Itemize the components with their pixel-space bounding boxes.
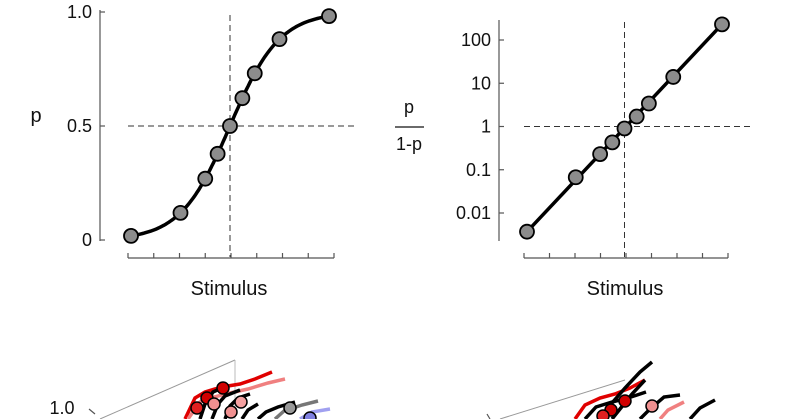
left-ylabel: p	[30, 105, 41, 127]
l-data-point	[197, 170, 214, 187]
l-y-tick-label: 0.5	[67, 116, 92, 136]
l-data-point	[123, 227, 139, 244]
lower-right-points	[596, 394, 659, 419]
l-data-point	[172, 204, 189, 221]
lower-left-points	[190, 381, 317, 419]
right-data-points	[519, 16, 730, 240]
left-y-ticks: 0 0.5 1.0	[67, 2, 105, 250]
left-chart: 0 0.5 1.0 p Stimulus	[30, 2, 356, 300]
l-data-point	[321, 8, 337, 25]
r-data-point	[665, 69, 682, 85]
r-y-tick-label: 0.1	[466, 160, 491, 180]
lower-left-3d-panel: 1.0	[49, 359, 331, 419]
left-xlabel: Stimulus	[191, 278, 268, 300]
lower-right-curve-lines	[573, 360, 716, 419]
lower-left-axis-tick	[88, 408, 96, 415]
l-data-point	[209, 145, 226, 162]
r-data-point	[604, 134, 621, 151]
lower-left-y-label: 1.0	[49, 398, 74, 418]
l-data-point	[246, 65, 263, 82]
l-data-point	[234, 90, 251, 107]
r-data-point	[628, 108, 645, 125]
r-data-point	[519, 223, 535, 240]
right-xlabel: Stimulus	[587, 278, 664, 300]
right-y-ticks: 0.01 0.1 1 10 100	[456, 30, 504, 223]
l-data-point	[222, 118, 238, 134]
left-data-points	[123, 8, 337, 244]
l-y-tick-label: 1.0	[67, 2, 92, 22]
r-data-point	[592, 146, 609, 163]
l-data-point	[271, 31, 288, 48]
right-ylabel-numerator: p	[404, 97, 414, 117]
r-y-tick-label: 1	[481, 117, 491, 137]
l-y-tick-label: 0	[82, 230, 92, 250]
lower-right-box-edge	[499, 379, 626, 419]
lower-right-3d-panel	[486, 360, 716, 419]
right-chart: 0.01 0.1 1 10 100 p 1-p Stimulus	[395, 16, 752, 300]
right-ylabel-denominator: 1-p	[396, 134, 422, 154]
lower-right-axis-tick	[486, 413, 491, 419]
r-y-tick-label: 100	[461, 30, 491, 50]
r-y-tick-label: 10	[471, 73, 491, 93]
r-y-tick-label: 0.01	[456, 203, 491, 223]
r-data-point	[567, 169, 584, 186]
r-data-point	[714, 16, 730, 33]
lower-left-box-edge	[99, 359, 236, 419]
r-data-point	[616, 120, 633, 137]
right-x-ticks	[523, 253, 729, 258]
r-data-point	[640, 95, 657, 112]
left-x-ticks	[127, 253, 335, 258]
